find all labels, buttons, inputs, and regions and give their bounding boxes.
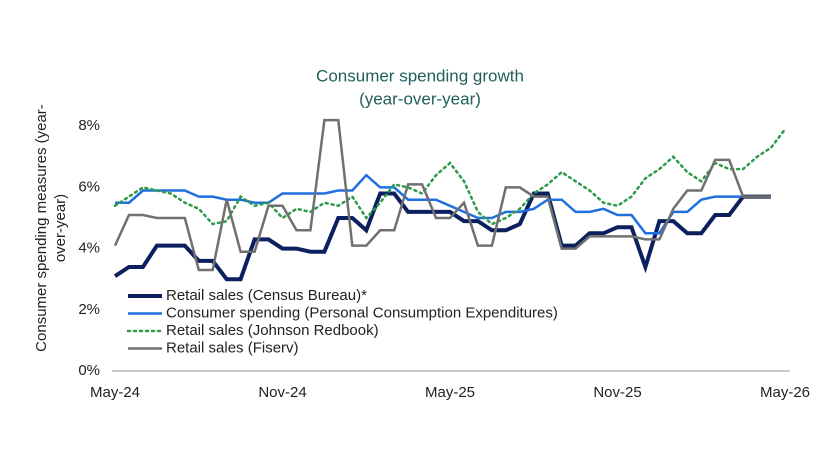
x-tick-label: May-26 — [760, 384, 810, 401]
series-line — [113, 118, 771, 272]
legend-label: Retail sales (Fiserv) — [166, 339, 299, 356]
legend-label: Retail sales (Johnson Redbook) — [166, 322, 379, 339]
series-line — [113, 191, 771, 282]
y-tick-label: 6% — [78, 178, 100, 195]
series-line — [113, 128, 787, 226]
chart-title: Consumer spending growth — [316, 66, 524, 85]
chart-title: (year-over-year) — [359, 89, 481, 108]
y-tick-label: 0% — [78, 362, 100, 379]
x-tick-label: May-24 — [90, 384, 140, 401]
legend-label: Consumer spending (Personal Consumption … — [166, 304, 558, 321]
x-tick-label: May-25 — [425, 384, 475, 401]
y-tick-label: 2% — [78, 301, 100, 318]
x-tick-label: Nov-24 — [258, 384, 306, 401]
y-tick-label: 8% — [78, 117, 100, 134]
y-tick-label: 4% — [78, 240, 100, 257]
x-tick-label: Nov-25 — [593, 384, 641, 401]
y-axis-label: Consumer spending measures (year- — [33, 104, 50, 352]
y-axis-label: over-year) — [52, 194, 69, 262]
legend-label: Retail sales (Census Bureau)* — [166, 287, 367, 304]
